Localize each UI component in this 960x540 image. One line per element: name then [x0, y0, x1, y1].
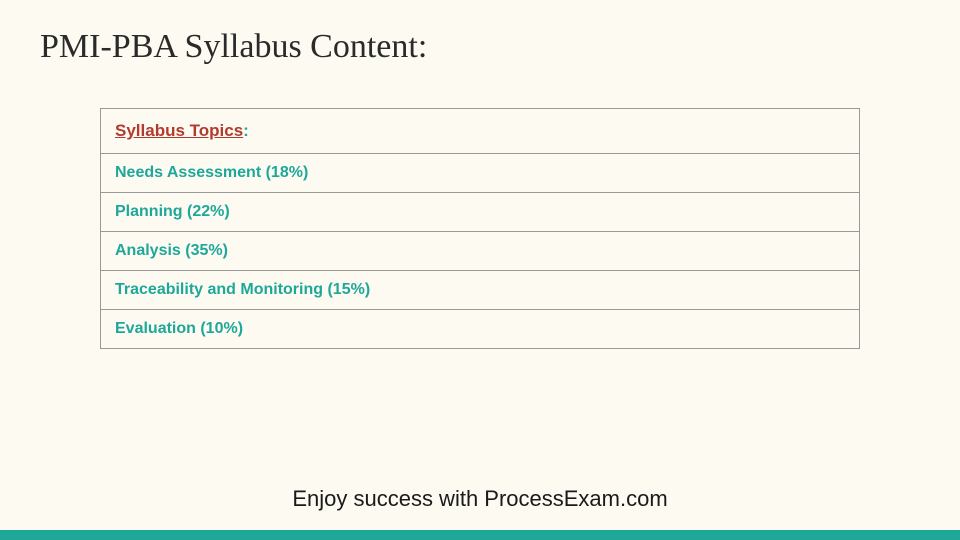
syllabus-table: Syllabus Topics: Needs Assessment (18%) … [100, 108, 860, 349]
topic-cell: Traceability and Monitoring (15%) [101, 271, 860, 310]
topic-cell: Analysis (35%) [101, 232, 860, 271]
page-title: PMI-PBA Syllabus Content: [0, 0, 960, 66]
topic-cell: Planning (22%) [101, 193, 860, 232]
topic-cell: Needs Assessment (18%) [101, 154, 860, 193]
footer-text: Enjoy success with ProcessExam.com [0, 486, 960, 512]
table-row: Traceability and Monitoring (15%) [101, 271, 860, 310]
table-row: Planning (22%) [101, 193, 860, 232]
bottom-accent-bar [0, 530, 960, 540]
table-row: Evaluation (10%) [101, 310, 860, 349]
topic-cell: Evaluation (10%) [101, 310, 860, 349]
header-colon: : [243, 121, 249, 140]
table-header-row: Syllabus Topics: [101, 109, 860, 154]
table-header-cell: Syllabus Topics: [101, 109, 860, 154]
table-row: Needs Assessment (18%) [101, 154, 860, 193]
syllabus-topics-link[interactable]: Syllabus Topics [115, 121, 243, 140]
table-row: Analysis (35%) [101, 232, 860, 271]
